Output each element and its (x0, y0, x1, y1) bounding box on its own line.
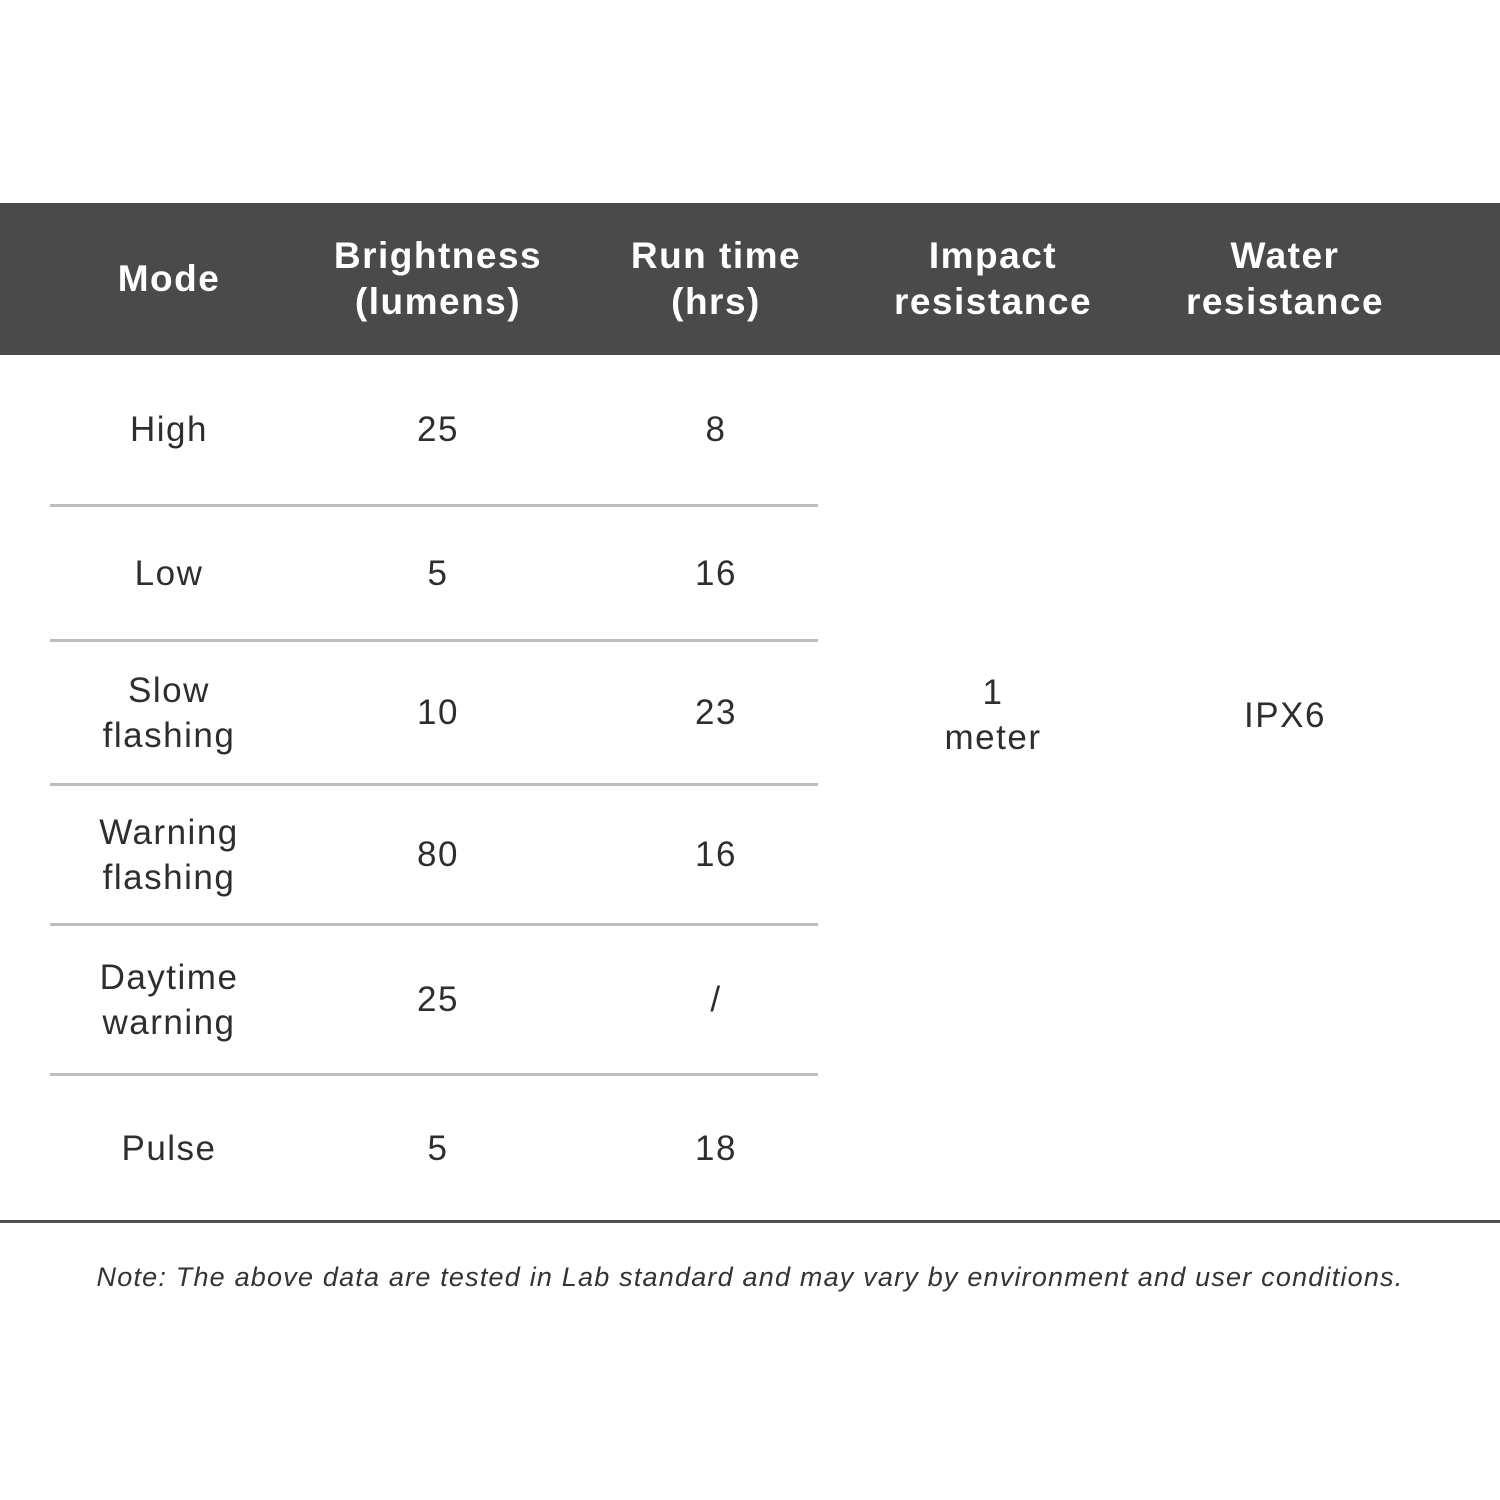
cell-run-time: / (710, 980, 722, 1019)
cell-brightness: 25 (417, 410, 459, 449)
header-mode: Mode (117, 258, 221, 299)
cell-mode: Warning flashing (99, 812, 239, 897)
footnote: Note: The above data are tested in Lab s… (96, 1262, 1404, 1292)
header-impact-resistance: Impact resistance (893, 235, 1093, 322)
header-brightness: Brightness (lumens) (333, 235, 543, 322)
water-resistance-value: IPX6 (1244, 695, 1326, 735)
cell-run-time: 18 (695, 1128, 737, 1168)
table-header: Mode Brightness (lumens) Run time (hrs) … (0, 203, 1500, 355)
cell-mode: Pulse (121, 1128, 217, 1168)
impact-resistance-value: 1 meter (944, 673, 1042, 757)
cell-run-time: 23 (695, 693, 737, 732)
header-run-time: Run time (hrs) (630, 235, 802, 322)
cell-brightness: 5 (427, 553, 449, 593)
cell-brightness: 5 (427, 1128, 449, 1168)
cell-run-time: 16 (695, 835, 737, 874)
cell-brightness: 80 (417, 835, 459, 874)
row-divider (50, 923, 818, 926)
cell-brightness: 10 (417, 693, 459, 732)
row-divider (50, 1073, 818, 1076)
cell-brightness: 25 (417, 980, 459, 1019)
cell-mode: Slow flashing (102, 670, 236, 755)
cell-run-time: 8 (705, 410, 727, 449)
cell-mode: Daytime warning (99, 957, 239, 1042)
cell-run-time: 16 (695, 553, 737, 593)
row-divider (50, 639, 818, 642)
row-divider (50, 504, 818, 507)
row-divider (50, 783, 818, 786)
header-water-resistance: Water resistance (1185, 235, 1385, 322)
cell-mode: Low (134, 553, 204, 593)
table-bottom-border (0, 1220, 1500, 1223)
cell-mode: High (130, 410, 208, 449)
